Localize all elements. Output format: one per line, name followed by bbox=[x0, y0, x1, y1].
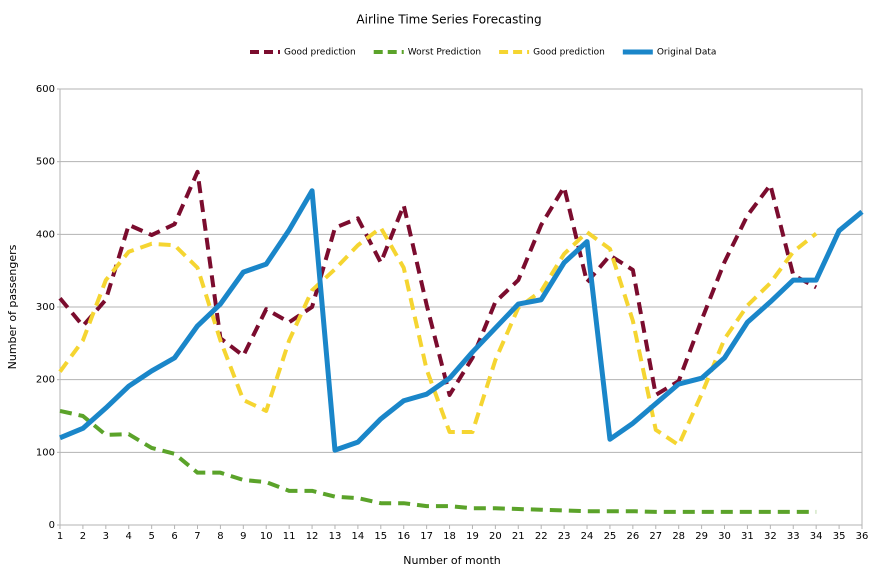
x-tick-label: 21 bbox=[512, 531, 525, 542]
series-line bbox=[58, 169, 818, 397]
chart-title: Airline Time Series Forecasting bbox=[356, 13, 541, 27]
x-tick-label: 33 bbox=[787, 531, 800, 542]
x-tick-label: 4 bbox=[126, 531, 132, 542]
x-axis-label: Number of month bbox=[403, 554, 501, 567]
y-tick-label: 600 bbox=[36, 84, 55, 95]
x-tick-label: 24 bbox=[581, 531, 594, 542]
x-tick-label: 29 bbox=[695, 531, 708, 542]
x-tick-label: 35 bbox=[833, 531, 846, 542]
x-tick-label: 3 bbox=[103, 531, 109, 542]
legend-label: Good prediction bbox=[533, 48, 605, 58]
x-tick-label: 15 bbox=[374, 531, 387, 542]
x-tick-label: 6 bbox=[171, 531, 177, 542]
x-tick-label: 23 bbox=[558, 531, 571, 542]
y-axis-label: Number of passengers bbox=[6, 244, 19, 369]
y-tick-label: 200 bbox=[36, 375, 55, 386]
legend-label: Good prediction bbox=[284, 48, 356, 58]
x-tick-label: 11 bbox=[283, 531, 296, 542]
x-tick-label: 14 bbox=[352, 531, 365, 542]
legend-label: Worst Prediction bbox=[408, 48, 481, 58]
x-tick-label: 18 bbox=[443, 531, 456, 542]
x-tick-label: 9 bbox=[240, 531, 246, 542]
x-tick-label: 22 bbox=[535, 531, 548, 542]
x-tick-label: 27 bbox=[649, 531, 662, 542]
x-tick-label: 28 bbox=[672, 531, 685, 542]
x-tick-label: 32 bbox=[764, 531, 777, 542]
x-tick-label: 26 bbox=[626, 531, 639, 542]
series-line bbox=[58, 225, 818, 448]
x-tick-label: 36 bbox=[856, 531, 869, 542]
x-tick-label: 7 bbox=[194, 531, 200, 542]
x-tick-label: 2 bbox=[80, 531, 86, 542]
x-tick-label: 20 bbox=[489, 531, 502, 542]
x-tick-label: 1 bbox=[57, 531, 63, 542]
x-tick-label: 12 bbox=[306, 531, 319, 542]
y-tick-label: 100 bbox=[36, 447, 55, 458]
plot-frame bbox=[59, 88, 863, 526]
x-tick-label: 25 bbox=[604, 531, 617, 542]
x-tick-label: 13 bbox=[329, 531, 342, 542]
legend-label: Original Data bbox=[657, 48, 717, 58]
x-tick-label: 17 bbox=[420, 531, 433, 542]
series-line bbox=[59, 188, 864, 453]
x-tick-label: 10 bbox=[260, 531, 273, 542]
y-tick-label: 500 bbox=[36, 157, 55, 168]
x-tick-label: 8 bbox=[217, 531, 223, 542]
x-tick-label: 19 bbox=[466, 531, 479, 542]
x-tick-label: 30 bbox=[718, 531, 731, 542]
y-tick-label: 0 bbox=[49, 520, 55, 531]
y-tick-label: 300 bbox=[36, 302, 55, 313]
x-tick-label: 34 bbox=[810, 531, 823, 542]
series-line bbox=[59, 408, 817, 514]
x-tick-label: 16 bbox=[397, 531, 410, 542]
y-tick-label: 400 bbox=[36, 229, 55, 240]
x-tick-label: 5 bbox=[148, 531, 154, 542]
x-tick-label: 31 bbox=[741, 531, 754, 542]
